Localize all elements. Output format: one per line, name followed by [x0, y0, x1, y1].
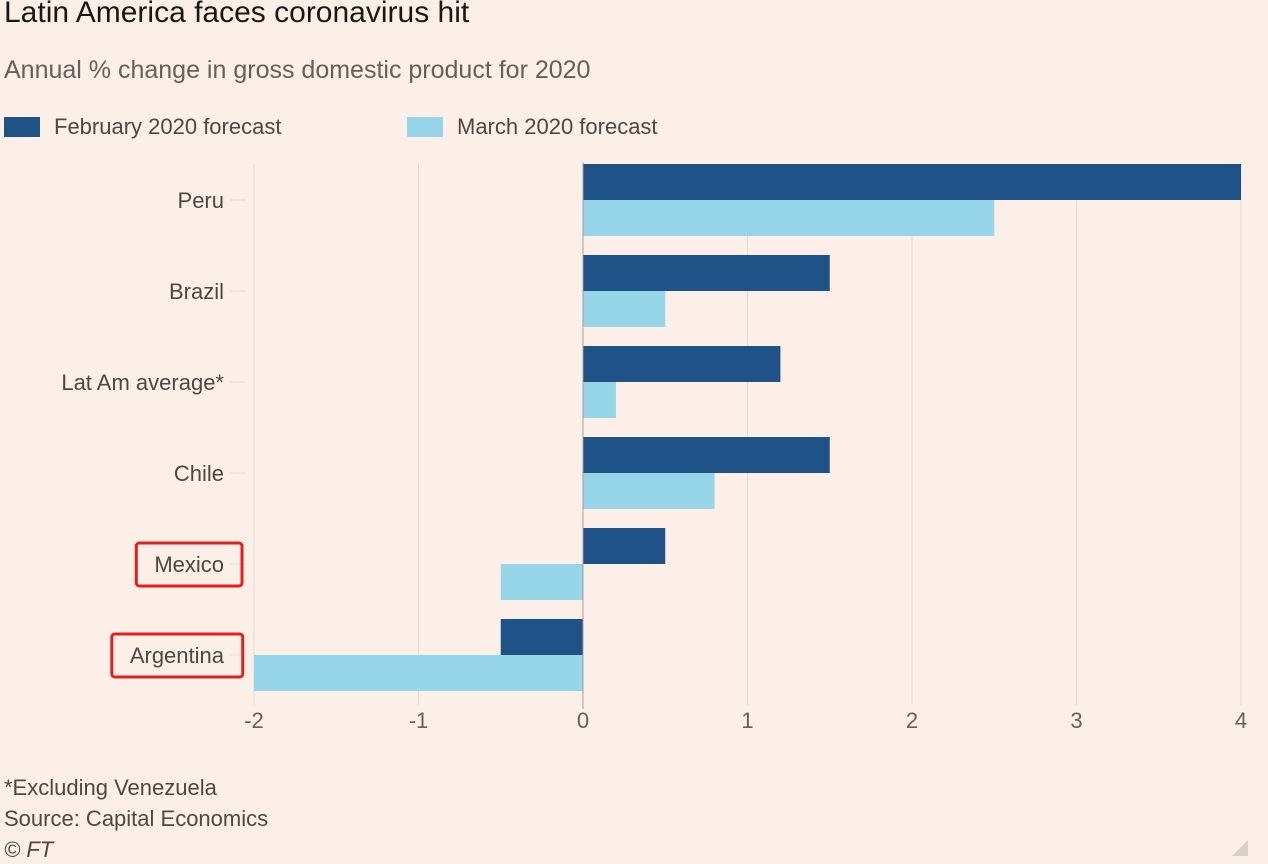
x-tick-label: 1	[741, 708, 753, 733]
footnote-source: Source: Capital Economics	[4, 806, 269, 831]
bar-march	[583, 382, 616, 418]
chart-subtitle: Annual % change in gross domestic produc…	[4, 56, 591, 84]
legend-swatch-march	[407, 117, 443, 137]
footnote-exclusion: *Excluding Venezuela	[4, 775, 217, 800]
bar-march	[583, 200, 995, 236]
bar-february	[583, 255, 830, 291]
chart-title: Latin America faces coronavirus hit	[4, 0, 470, 29]
legend-item-february: February 2020 forecast	[4, 112, 281, 142]
x-tick-label: -1	[409, 708, 429, 733]
x-tick-label: 4	[1235, 708, 1247, 733]
x-tick-label: 0	[577, 708, 589, 733]
x-tick-label: 3	[1070, 708, 1082, 733]
bar-chart: Peru Brazil Lat Am average* Chile Mexico Arge…	[61, 162, 1247, 733]
legend-swatch-february	[4, 117, 40, 137]
legend-label-february: February 2020 forecast	[54, 114, 282, 139]
bar-february	[583, 164, 1241, 200]
bar-february	[583, 528, 666, 564]
highlight-box	[110, 632, 245, 679]
resize-grip-icon	[1232, 840, 1248, 856]
bar-march	[583, 473, 715, 509]
bar-march	[583, 291, 666, 327]
bar-march	[254, 655, 583, 691]
bar-february	[583, 346, 781, 382]
x-tick-label: 2	[906, 708, 918, 733]
legend: February 2020 forecast March 2020 foreca…	[0, 112, 760, 142]
legend-item-march: March 2020 forecast	[407, 112, 658, 142]
category-label: Peru	[178, 188, 224, 213]
footnote-credit: © FT	[4, 837, 54, 862]
bar-february	[500, 619, 583, 655]
category-label: Brazil	[169, 279, 224, 304]
category-label: Chile	[174, 461, 224, 486]
x-tick-label: -2	[244, 708, 264, 733]
bar-february	[583, 437, 830, 473]
category-label: Mexico	[154, 552, 224, 577]
category-label: Lat Am average*	[61, 370, 224, 395]
legend-label-march: March 2020 forecast	[457, 114, 658, 139]
bar-march	[500, 564, 583, 600]
category-label: Argentina	[130, 643, 225, 668]
highlight-box	[134, 541, 244, 588]
